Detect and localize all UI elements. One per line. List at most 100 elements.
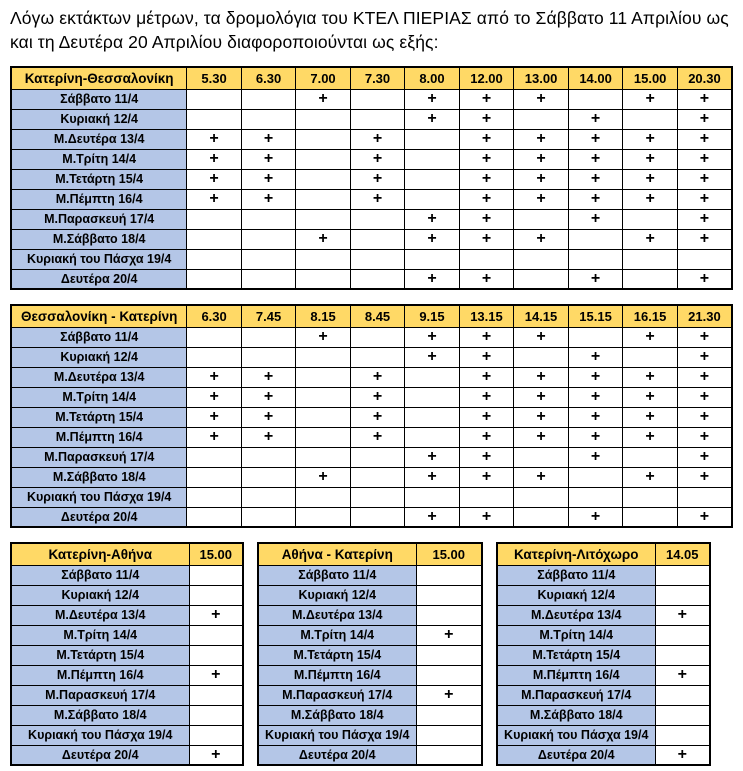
day-label: Μ.Τετάρτη 15/4: [10, 644, 190, 666]
empty-cell: [295, 346, 351, 368]
empty-cell: [295, 486, 351, 508]
trip-mark: +: [295, 228, 351, 250]
trip-mark: +: [567, 128, 624, 150]
trip-mark: +: [295, 466, 351, 488]
trip-mark: +: [513, 326, 569, 348]
empty-cell: [188, 684, 244, 706]
empty-cell: [513, 108, 569, 130]
trip-mark: +: [240, 188, 297, 210]
trip-mark: +: [240, 386, 297, 408]
empty-cell: [415, 644, 483, 666]
time-header: 13.15: [458, 304, 515, 328]
trip-mark: +: [676, 188, 733, 210]
time-header: 15.00: [622, 66, 678, 90]
trip-mark: +: [404, 268, 460, 290]
day-label: Μ.Πέμπτη 16/4: [257, 664, 417, 686]
day-label: Μ.Σάββατο 18/4: [496, 704, 656, 726]
empty-cell: [513, 346, 569, 368]
trip-mark: +: [567, 188, 624, 210]
empty-cell: [240, 506, 297, 528]
trip-mark: +: [458, 228, 515, 250]
header-row: Κατερίνη-Λιτόχωρο 14.05: [496, 542, 711, 566]
schedule-table-thessaloniki-katerini: Θεσσαλονίκη - Κατερίνη 6.30 7.45 8.15 8.45 9.…: [10, 304, 733, 529]
empty-cell: [240, 208, 297, 230]
table-row: Μ.Παρασκευή 17/4 + + + +: [10, 446, 733, 468]
day-label: Δευτέρα 20/4: [10, 506, 188, 528]
table-row: Σάββατο 11/4 + + + + + +: [10, 88, 733, 110]
trip-mark: +: [295, 88, 351, 110]
trip-mark: +: [622, 128, 678, 150]
trip-mark: +: [567, 346, 624, 368]
empty-cell: [404, 148, 460, 170]
trip-mark: +: [186, 366, 242, 388]
time-header: 14.15: [513, 304, 569, 328]
trip-mark: +: [567, 446, 624, 468]
empty-cell: [295, 108, 351, 130]
empty-cell: [513, 208, 569, 230]
empty-cell: [622, 486, 678, 508]
day-label: Μ.Τρίτη 14/4: [10, 148, 188, 170]
table-row: Κυριακή 12/4 + + + +: [10, 346, 733, 368]
trip-mark: +: [676, 326, 733, 348]
trip-mark: +: [404, 208, 460, 230]
trip-mark: +: [622, 466, 678, 488]
empty-cell: [404, 426, 460, 448]
empty-cell: [415, 744, 483, 766]
trip-mark: +: [415, 684, 483, 706]
time-header: 20.30: [676, 66, 733, 90]
trip-mark: +: [458, 326, 515, 348]
table-row: Δευτέρα 20/4 + + + +: [10, 268, 733, 290]
trip-mark: +: [188, 604, 244, 626]
day-label: Κυριακή 12/4: [10, 584, 190, 606]
empty-cell: [404, 406, 460, 428]
empty-cell: [186, 268, 242, 290]
table-row: Μ.Πέμπτη 16/4 +: [496, 664, 711, 686]
day-label: Κυριακή του Πάσχα 19/4: [10, 248, 188, 270]
table-row: Μ.Παρασκευή 17/4 +: [257, 684, 483, 706]
empty-cell: [349, 446, 406, 468]
trip-mark: +: [676, 426, 733, 448]
day-label: Δευτέρα 20/4: [10, 744, 190, 766]
table-row: Κυριακή του Πάσχα 19/4: [257, 724, 483, 746]
day-label: Σάββατο 11/4: [10, 88, 188, 110]
trip-mark: +: [186, 148, 242, 170]
trip-mark: +: [349, 168, 406, 190]
trip-mark: +: [676, 148, 733, 170]
table-row: Μ.Πέμπτη 16/4: [257, 664, 483, 686]
trip-mark: +: [458, 148, 515, 170]
trip-mark: +: [513, 406, 569, 428]
time-header: 15.00: [415, 542, 483, 566]
day-label: Μ.Τρίτη 14/4: [10, 624, 190, 646]
trip-mark: +: [567, 108, 624, 130]
empty-cell: [240, 88, 297, 110]
trip-mark: +: [513, 466, 569, 488]
trip-mark: +: [349, 386, 406, 408]
trip-mark: +: [458, 386, 515, 408]
empty-cell: [349, 346, 406, 368]
trip-mark: +: [186, 426, 242, 448]
empty-cell: [415, 584, 483, 606]
day-label: Δευτέρα 20/4: [10, 268, 188, 290]
day-label: Σάββατο 11/4: [10, 326, 188, 348]
trip-mark: +: [349, 366, 406, 388]
day-label: Μ.Πέμπτη 16/4: [10, 664, 190, 686]
empty-cell: [404, 188, 460, 210]
trip-mark: +: [513, 88, 569, 110]
day-label: Μ.Τετάρτη 15/4: [496, 644, 656, 666]
trip-mark: +: [513, 148, 569, 170]
empty-cell: [295, 128, 351, 150]
empty-cell: [295, 366, 351, 388]
table-katerini-thessaloniki: Κατερίνη-Θεσσαλονίκη 5.30 6.30 7.00 7.30 8.00…: [10, 66, 733, 291]
trip-mark: +: [404, 506, 460, 528]
empty-cell: [186, 466, 242, 488]
empty-cell: [240, 466, 297, 488]
table-row: Μ.Τετάρτη 15/4 + + + + + + + +: [10, 168, 733, 190]
empty-cell: [240, 228, 297, 250]
day-label: Μ.Τρίτη 14/4: [496, 624, 656, 646]
header-row: Κατερίνη-Αθήνα 15.00: [10, 542, 244, 566]
empty-cell: [654, 624, 711, 646]
table-row: Μ.Σάββατο 18/4: [257, 704, 483, 726]
table-row: Μ.Παρασκευή 17/4 + + + +: [10, 208, 733, 230]
trip-mark: +: [513, 188, 569, 210]
